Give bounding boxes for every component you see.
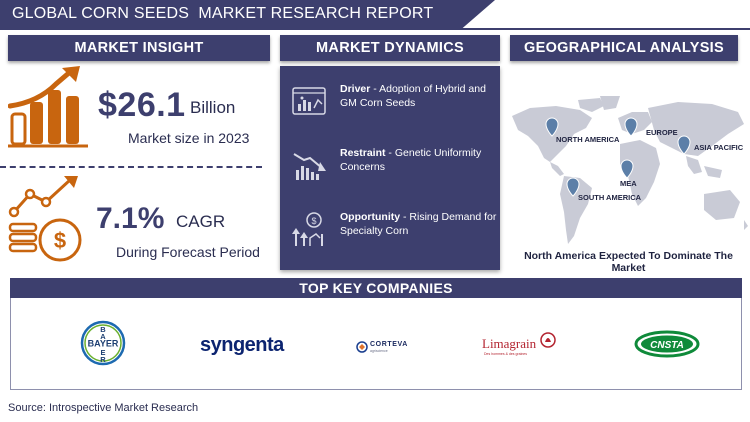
banner-underline (0, 28, 750, 30)
coin-growth-icon: $ (8, 176, 82, 262)
driver-text: - Adoption of Hybrid and GM Corn Seeds (340, 83, 486, 109)
cagr-value: 7.1% (96, 202, 165, 235)
chart-analysis-icon (292, 87, 326, 115)
report-title: GLOBAL CORN SEEDS MARKET RESEARCH REPORT (12, 5, 434, 22)
source-note: Source: Introspective Market Research (8, 402, 199, 414)
region-label-mea: MEA (620, 179, 637, 188)
restraint-text: - Genetic Uniformity Concerns (340, 147, 482, 173)
svg-text:R: R (100, 355, 106, 364)
companies-box (10, 298, 742, 390)
svg-text:$: $ (311, 216, 316, 226)
growth-bar-chart-icon (8, 66, 88, 148)
geo-caption: North America Expected To Dominate The M… (524, 250, 733, 274)
north-america-pin (545, 117, 559, 137)
corteva-wordmark: CORTEVA (370, 341, 408, 348)
svg-text:E: E (100, 348, 105, 357)
svg-text:B: B (100, 325, 106, 334)
bayer-wordmark: BAYER (88, 339, 119, 349)
top-banner: GLOBAL CORN SEEDS MARKET RESEARCH REPORT (0, 0, 750, 30)
corteva-tagline: agriscience (370, 349, 388, 353)
south-america-pin (566, 177, 580, 197)
restraint-item: Restraint - Genetic Uniformity Concerns (288, 142, 494, 198)
cnsta-logo: CNSTA (634, 330, 700, 358)
europe-pin (624, 117, 638, 137)
limagrain-wordmark: Limagrain (482, 336, 537, 351)
cagr-unit: CAGR (176, 212, 226, 231)
driver-label: Driver (340, 83, 371, 95)
opportunity-item: $ Opportunity - Rising Demand for Specia… (288, 206, 497, 262)
opportunity-text: - Rising Demand for Specialty Corn (340, 211, 497, 237)
svg-text:$: $ (54, 228, 66, 253)
top-companies-header: TOP KEY COMPANIES (10, 278, 742, 298)
market-size-caption: Market size in 2023 (128, 130, 250, 146)
region-label-asia-pacific: ASIA PACIFIC (694, 143, 744, 152)
market-dynamics-panel: Driver - Adoption of Hybrid and GM Corn … (280, 66, 500, 270)
geographical-analysis-header: GEOGRAPHICAL ANALYSIS (510, 35, 738, 61)
corteva-mark-icon (356, 341, 368, 353)
driver-item: Driver - Adoption of Hybrid and GM Corn … (288, 78, 494, 134)
syngenta-logo: syngenta (200, 334, 284, 356)
cnsta-wordmark: CNSTA (650, 340, 684, 351)
region-label-north-america: NORTH AMERICA (556, 135, 620, 144)
asia-pacific-pin (677, 135, 691, 155)
svg-text:A: A (100, 332, 106, 341)
market-size-unit: Billion (190, 98, 236, 117)
growth-opportunity-icon: $ (292, 212, 323, 246)
restraint-label: Restraint (340, 147, 386, 159)
limagrain-logo: Limagrain Des hommes & des graines (482, 332, 562, 360)
limagrain-tagline: Des hommes & des graines (484, 352, 527, 356)
region-label-europe: EUROPE (646, 128, 678, 137)
corteva-logo: CORTEVA agriscience (356, 340, 416, 356)
cagr-caption: During Forecast Period (116, 244, 260, 260)
region-label-south-america: SOUTH AMERICA (578, 193, 642, 202)
mea-pin (620, 159, 634, 179)
world-map: NORTH AMERICA EUROPE ASIA PACIFIC MEA SO… (512, 96, 748, 244)
opportunity-label: Opportunity (340, 211, 401, 223)
market-insight-header: MARKET INSIGHT (8, 35, 270, 61)
section-divider (0, 166, 262, 168)
market-dynamics-header: MARKET DYNAMICS (280, 35, 500, 61)
banner-background (0, 0, 495, 30)
limagrain-seed-icon (540, 332, 556, 348)
declining-chart-icon (293, 153, 326, 180)
market-size-value: $26.1 (98, 86, 186, 124)
